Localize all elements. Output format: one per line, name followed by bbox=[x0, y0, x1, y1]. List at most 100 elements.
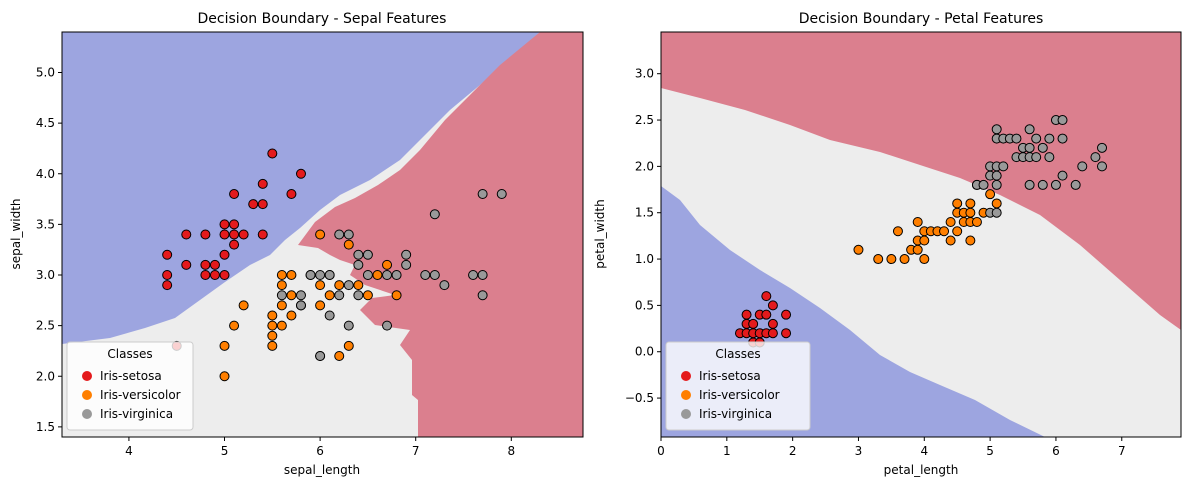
data-point bbox=[991, 170, 1002, 181]
x-tick-label: 8 bbox=[507, 444, 515, 458]
data-point bbox=[853, 244, 864, 255]
data-point bbox=[200, 229, 211, 240]
data-point bbox=[985, 189, 996, 200]
data-point bbox=[945, 235, 956, 246]
scatter-points bbox=[162, 148, 507, 382]
data-point bbox=[978, 179, 989, 190]
data-point bbox=[919, 235, 930, 246]
legend-label-setosa: Iris-setosa bbox=[100, 369, 162, 383]
data-point bbox=[219, 340, 230, 351]
y-tick-label: 2.0 bbox=[36, 369, 55, 383]
data-point bbox=[257, 199, 268, 210]
y-tick-label: 3.0 bbox=[635, 67, 654, 81]
data-point bbox=[209, 270, 220, 280]
legend-label-setosa: Iris-setosa bbox=[699, 369, 761, 383]
legend-label-versicolor: Iris-versicolor bbox=[100, 388, 181, 402]
data-point bbox=[1090, 152, 1101, 163]
data-point bbox=[362, 249, 373, 260]
data-point bbox=[343, 320, 354, 331]
data-point bbox=[477, 189, 488, 199]
data-point bbox=[1024, 124, 1035, 135]
data-point bbox=[1037, 179, 1048, 190]
data-point bbox=[761, 291, 772, 302]
data-point bbox=[429, 270, 440, 280]
data-point bbox=[295, 290, 306, 301]
y-axis-label: sepal_width bbox=[9, 198, 23, 269]
scatter-points bbox=[734, 115, 1108, 348]
legend: Classes Iris-setosa Iris-versicolor Iris… bbox=[665, 341, 811, 431]
data-point bbox=[991, 198, 1002, 209]
data-point bbox=[305, 270, 316, 280]
data-point bbox=[1057, 115, 1068, 126]
data-point bbox=[181, 259, 192, 270]
data-point bbox=[267, 148, 278, 159]
y-tick-label: 2.0 bbox=[635, 159, 654, 173]
data-point bbox=[276, 320, 287, 331]
data-point bbox=[200, 259, 211, 270]
data-point bbox=[1050, 179, 1061, 190]
data-point bbox=[1057, 170, 1068, 181]
data-point bbox=[276, 300, 287, 311]
data-point bbox=[1031, 152, 1042, 163]
data-point bbox=[248, 199, 259, 210]
data-point bbox=[286, 270, 297, 280]
data-point bbox=[324, 290, 335, 301]
plot-frame bbox=[61, 31, 584, 438]
data-point bbox=[477, 290, 488, 301]
x-tick-label: 0 bbox=[657, 444, 665, 458]
data-point bbox=[468, 270, 479, 280]
legend-marker-setosa bbox=[681, 371, 691, 381]
legend-marker-versicolor bbox=[82, 390, 92, 400]
data-point bbox=[267, 320, 278, 331]
data-point bbox=[334, 351, 345, 361]
data-point bbox=[238, 229, 249, 240]
data-point bbox=[767, 318, 778, 329]
legend-marker-virginica bbox=[82, 409, 92, 419]
data-point bbox=[315, 270, 326, 280]
data-point bbox=[401, 259, 412, 270]
data-point bbox=[1097, 161, 1108, 172]
data-point bbox=[382, 259, 393, 270]
data-point bbox=[353, 249, 364, 260]
y-tick-label: 1.0 bbox=[635, 252, 654, 266]
x-tick-label: 2 bbox=[789, 444, 797, 458]
x-tick-label: 7 bbox=[412, 444, 420, 458]
data-point bbox=[267, 310, 278, 321]
data-point bbox=[286, 310, 297, 321]
data-point bbox=[229, 239, 240, 250]
data-point bbox=[939, 226, 950, 237]
legend-label-virginica: Iris-virginica bbox=[699, 407, 772, 421]
x-axis-label: sepal_length bbox=[284, 463, 360, 477]
data-point bbox=[162, 249, 173, 260]
data-point bbox=[219, 249, 230, 260]
data-point bbox=[353, 280, 364, 291]
data-point bbox=[971, 216, 982, 227]
data-point bbox=[991, 179, 1002, 190]
region-virginica bbox=[661, 32, 1181, 330]
data-point bbox=[324, 270, 335, 280]
legend: Classes Iris-setosa Iris-versicolor Iris… bbox=[66, 341, 194, 431]
x-tick-label: 7 bbox=[1118, 444, 1126, 458]
data-point bbox=[1044, 152, 1055, 163]
data-point bbox=[334, 229, 345, 240]
data-point bbox=[372, 270, 383, 280]
y-tick-label: −0.5 bbox=[625, 391, 654, 405]
data-point bbox=[257, 229, 268, 240]
data-point bbox=[439, 280, 450, 291]
x-tick-label: 5 bbox=[221, 444, 229, 458]
data-point bbox=[912, 216, 923, 227]
data-point bbox=[741, 309, 752, 320]
data-point bbox=[229, 189, 240, 199]
data-point bbox=[267, 330, 278, 341]
y-tick-label: 1.5 bbox=[36, 420, 55, 434]
data-point bbox=[945, 216, 956, 227]
data-point bbox=[1057, 133, 1068, 144]
data-point bbox=[1037, 142, 1048, 153]
data-point bbox=[1011, 133, 1022, 144]
data-point bbox=[315, 300, 326, 311]
plot-frame bbox=[660, 31, 1182, 438]
data-point bbox=[781, 309, 792, 320]
data-point bbox=[429, 209, 440, 220]
x-tick-label: 1 bbox=[723, 444, 731, 458]
